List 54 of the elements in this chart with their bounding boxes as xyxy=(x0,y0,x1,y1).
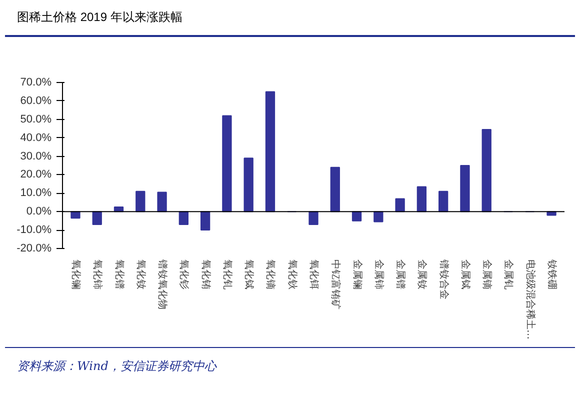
x-tick-label: 金属镧 xyxy=(351,260,364,290)
y-tick-label: -10.0% xyxy=(16,224,52,236)
bar xyxy=(330,166,340,212)
y-tick-label: 60.0% xyxy=(20,94,52,107)
x-tick-label: 氧化钕 xyxy=(134,260,147,290)
bar xyxy=(482,129,492,212)
bar xyxy=(308,211,318,226)
y-tick-label: 40.0% xyxy=(20,132,52,144)
y-tick-label: 30.0% xyxy=(20,150,52,162)
x-tick-label: 氧化镧 xyxy=(70,260,82,290)
x-tick-label: 氧化镝 xyxy=(264,260,277,290)
x-tick-label: 氧化钐 xyxy=(178,260,190,290)
x-tick-label: 金属铽 xyxy=(459,260,472,290)
bar xyxy=(70,211,80,219)
bar xyxy=(92,211,102,226)
bar xyxy=(244,158,254,212)
bar xyxy=(157,192,167,212)
x-tick-label: 氧化钆 xyxy=(221,260,234,290)
bar xyxy=(416,186,427,212)
bar xyxy=(136,190,146,212)
x-tick-label: 电池级混合稀土… xyxy=(524,260,536,340)
x-tick-label: 氧化镨 xyxy=(113,260,126,290)
bar xyxy=(200,211,210,231)
y-tick-label: 50.0% xyxy=(20,113,52,126)
x-tick-label: 镨钕合金 xyxy=(438,258,450,300)
y-tick-label: 70.0% xyxy=(20,76,52,88)
bar xyxy=(438,190,448,212)
y-tick-label: 20.0% xyxy=(20,168,52,181)
x-tick-label: 金属铈 xyxy=(372,260,385,290)
text: 资料来源：Wind，安信证券研究中心 xyxy=(17,358,216,375)
bar xyxy=(460,165,470,212)
x-tick-label: 中钇富铕矿 xyxy=(330,260,342,310)
x-tick-label: 钕铁硼 xyxy=(546,258,558,290)
x-tick-label: 氧化铽 xyxy=(243,260,256,290)
x-tick-label: 金属钆 xyxy=(502,260,515,290)
chart-title: 稀土价格 2019 年以来涨跌幅 xyxy=(29,10,182,24)
x-tick-label: 金属钕 xyxy=(416,260,428,290)
y-tick-label: -20.0% xyxy=(16,242,52,254)
text: 图 xyxy=(17,10,29,24)
x-tick-label: 氧化铕 xyxy=(200,260,212,290)
bar xyxy=(352,211,362,222)
bar xyxy=(374,211,384,222)
bar xyxy=(395,198,405,212)
bar xyxy=(265,91,276,212)
x-tick-label: 金属镨 xyxy=(394,260,407,290)
y-tick-label: 10.0% xyxy=(20,187,52,200)
x-tick-label: 氧化铈 xyxy=(92,260,104,290)
x-tick-label: 镨钕氧化物 xyxy=(156,258,169,310)
x-tick-label: 氧化铒 xyxy=(308,260,320,290)
bar xyxy=(178,211,188,226)
x-tick-label: 金属镝 xyxy=(481,260,494,290)
bar xyxy=(222,115,232,212)
y-tick-label: 0.0% xyxy=(26,206,52,218)
x-tick-label: 氧化钬 xyxy=(286,260,298,290)
